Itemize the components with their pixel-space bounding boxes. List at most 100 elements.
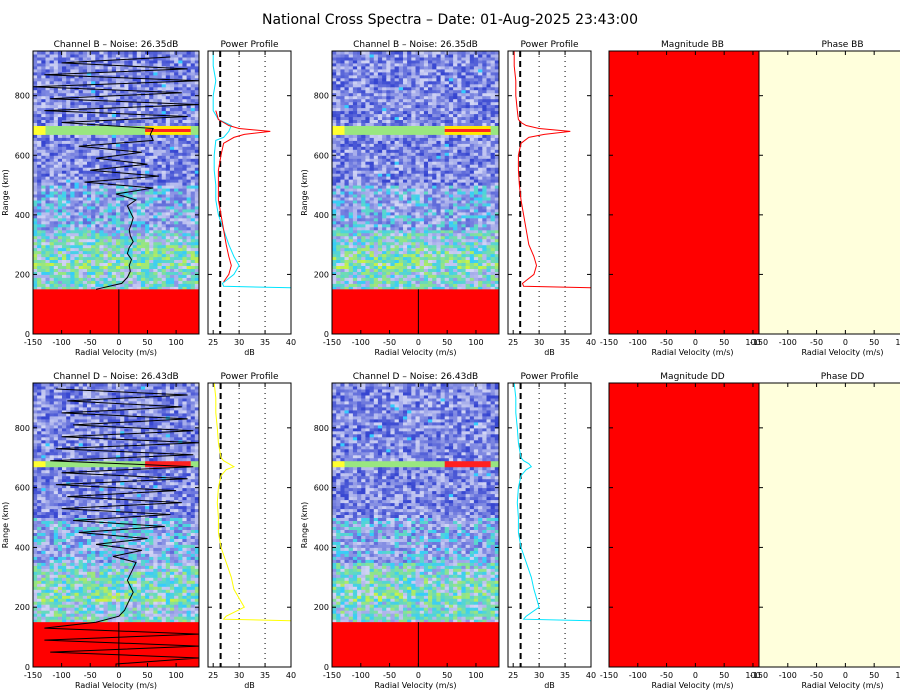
spectrum-cell	[361, 265, 366, 269]
spectrum-cell	[157, 197, 163, 201]
spectrum-cell	[186, 238, 192, 243]
spectrum-cell	[478, 217, 483, 222]
spectrum-cell	[482, 244, 487, 249]
spectrum-cell	[128, 131, 134, 135]
spectrum-cell	[74, 250, 80, 255]
spectrum-cell	[124, 223, 129, 228]
spectrum-cell	[91, 238, 96, 243]
spectrum-cell	[116, 62, 121, 67]
spectrum-cell	[174, 220, 179, 225]
spectrum-cell	[340, 253, 346, 258]
spectrum-cell	[120, 92, 125, 97]
spectrum-cell	[99, 71, 105, 76]
spectrum-cell	[365, 253, 371, 258]
spectrum-cell	[78, 182, 84, 186]
spectrum-cell	[37, 226, 42, 231]
spectrum-cell	[440, 176, 446, 180]
spectrum-cell	[49, 208, 55, 213]
spectrum-cell	[157, 179, 163, 183]
spectrum-cell	[66, 220, 71, 225]
spectrum-cell	[419, 256, 425, 260]
spectrum-cell	[82, 241, 88, 246]
spectrum-cell	[178, 286, 183, 290]
spectrum-cell	[87, 199, 92, 204]
spectrum-cell	[165, 83, 171, 88]
spectrum-cell	[87, 185, 92, 189]
spectrum-cell	[178, 83, 183, 88]
spectrum-cell	[99, 253, 105, 258]
spectrum-cell	[382, 205, 387, 210]
spectrum-cell	[62, 104, 67, 109]
spectrum-cell	[49, 241, 55, 246]
spectrum-cell	[165, 244, 171, 249]
spectrum-cell	[440, 170, 446, 174]
spectrum-cell	[78, 149, 84, 153]
spectrum-cell	[136, 223, 142, 228]
spectrum-cell	[149, 244, 154, 249]
spectrum-cell	[136, 128, 142, 132]
spectrum-cell	[448, 182, 454, 186]
spectrum-cell	[82, 131, 88, 135]
spectrum-cell	[373, 256, 379, 260]
spectrum-cell	[103, 152, 109, 156]
spectrum-cell	[473, 161, 479, 165]
spectrum-cell	[124, 185, 129, 189]
spectrum-cell	[45, 155, 51, 159]
spectrum-cell	[132, 220, 138, 225]
spectrum-cell	[169, 104, 175, 109]
spectrum-cell	[70, 238, 75, 243]
spectrum-cell	[465, 217, 471, 222]
spectrum-cell	[124, 86, 129, 91]
spectrum-cell	[57, 241, 63, 246]
spectrum-cell	[70, 143, 75, 147]
spectrum-cell	[178, 199, 183, 204]
spectrum-cell	[107, 217, 113, 222]
spectrum-cell	[41, 146, 46, 150]
spectrum-cell	[407, 265, 412, 269]
spectrum-cell	[494, 191, 500, 195]
spectrum-cell	[45, 134, 51, 138]
spectrum-cell	[153, 170, 158, 174]
spectrum-cell	[136, 238, 142, 243]
spectrum-cell	[116, 122, 121, 126]
spectrum-cell	[149, 202, 154, 207]
spectrum-cell	[41, 125, 46, 129]
spectrum-cell	[161, 95, 167, 100]
spectrum-cell	[161, 268, 167, 272]
spectrum-cell	[453, 259, 458, 263]
spectrum-cell	[124, 179, 129, 183]
spectrum-cell	[394, 194, 400, 198]
spectrum-cell	[120, 152, 125, 156]
spectrum-cell	[128, 241, 134, 246]
spectrum-cell	[103, 164, 109, 168]
spectrum-cell	[461, 262, 467, 266]
spectrum-cell	[165, 176, 171, 180]
spectrum-cell	[136, 286, 142, 290]
spectrum-cell	[140, 143, 146, 147]
spectrum-cell	[403, 164, 408, 168]
spectrum-cell	[37, 68, 42, 73]
spectrum-cell	[486, 161, 492, 165]
spectrum-cell	[49, 122, 55, 126]
spectrum-cell	[140, 65, 146, 70]
spectrum-cell	[66, 51, 71, 55]
spectrum-cell	[45, 247, 51, 252]
spectrum-cell	[165, 259, 171, 263]
spectrum-cell	[53, 140, 59, 144]
spectrum-cell	[91, 199, 96, 204]
spectrum-cell	[53, 122, 59, 126]
spectrum-cell	[348, 191, 354, 195]
spectrum-cell	[41, 277, 46, 281]
spectrum-cell	[432, 253, 437, 258]
spectrum-cell	[457, 205, 462, 210]
spectrum-cell	[145, 161, 150, 165]
spectrum-cell	[153, 182, 158, 186]
spectrum-cell	[486, 194, 492, 198]
spectrum-cell	[45, 167, 51, 171]
spectrum-cell	[128, 208, 134, 213]
spectrum-cell	[486, 211, 492, 216]
spectrum-cell	[190, 101, 196, 106]
spectrum-cell	[453, 179, 458, 183]
spectrum-cell	[132, 286, 138, 290]
spectrum-cell	[165, 128, 171, 132]
